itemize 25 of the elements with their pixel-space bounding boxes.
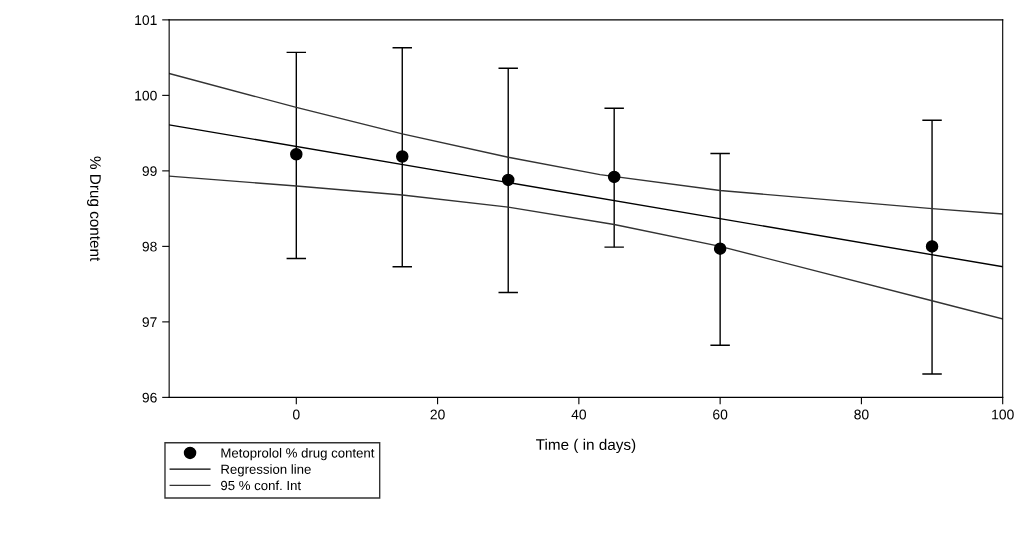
point bbox=[501, 173, 515, 187]
y-tick-label: 100 bbox=[135, 90, 157, 101]
y-tick-label: 96 bbox=[142, 392, 157, 403]
point bbox=[607, 170, 621, 184]
line-series bbox=[169, 72, 1003, 215]
y-tick-label: 98 bbox=[142, 241, 157, 252]
legend-label: 95 % conf. Int bbox=[221, 480, 301, 491]
x-axis-title: Time ( in days) bbox=[536, 438, 636, 454]
point bbox=[713, 242, 727, 255]
legend-label: Metoprolol % drug content bbox=[221, 447, 375, 461]
x-tick-label: 40 bbox=[571, 409, 587, 420]
y-tick-label: 99 bbox=[142, 166, 157, 177]
line-series bbox=[169, 175, 1003, 320]
point bbox=[396, 150, 409, 163]
y-axis-title: % Drug content bbox=[87, 156, 101, 262]
x-tick-label: 80 bbox=[854, 409, 869, 420]
point bbox=[925, 240, 939, 253]
x-tick-label: 0 bbox=[292, 409, 300, 420]
y-tick-label: 101 bbox=[135, 15, 157, 26]
x-tick-label: 100 bbox=[992, 409, 1014, 420]
legend-label: Regression line bbox=[221, 464, 311, 477]
x-tick-label: 20 bbox=[430, 409, 445, 420]
y-tick-label: 97 bbox=[142, 317, 157, 328]
point bbox=[290, 148, 303, 161]
x-tick-label: 60 bbox=[713, 409, 728, 420]
